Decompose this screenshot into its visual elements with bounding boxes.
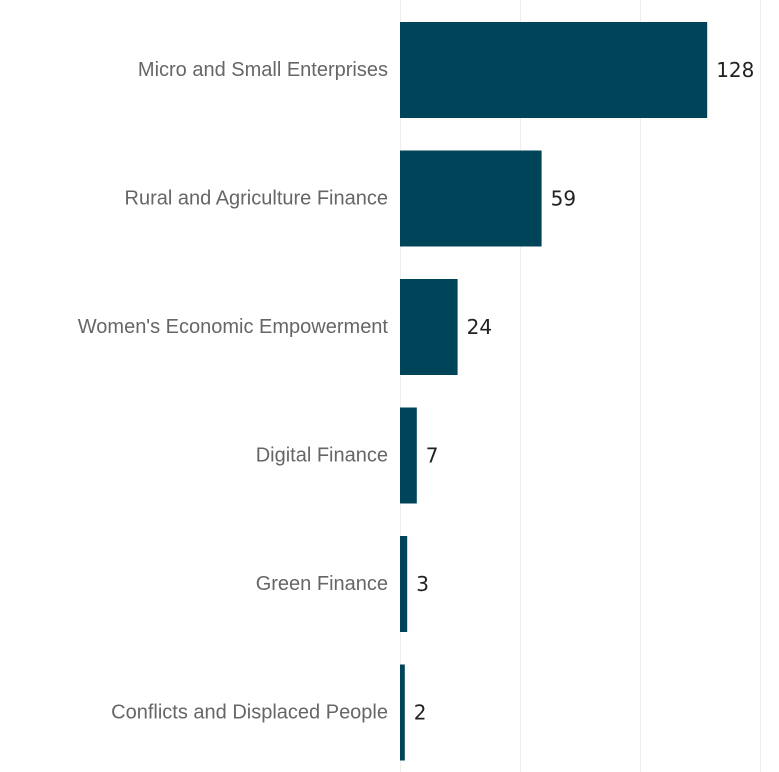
value-label-4: 3 xyxy=(416,572,429,596)
category-label-3: Digital Finance xyxy=(256,445,388,467)
gridlines xyxy=(400,0,761,772)
category-label-2: Women's Economic Empowerment xyxy=(78,316,389,338)
bar-1 xyxy=(400,150,542,247)
bar-0 xyxy=(400,22,708,118)
value-label-5: 2 xyxy=(414,701,427,725)
category-label-0: Micro and Small Enterprises xyxy=(138,59,388,81)
bars xyxy=(400,22,708,761)
bar-5 xyxy=(400,664,405,761)
category-label-5: Conflicts and Displaced People xyxy=(111,702,388,724)
category-labels: Micro and Small Enterprises Rural and Agr… xyxy=(78,59,389,724)
bar-2 xyxy=(400,279,458,375)
value-label-0: 128 xyxy=(716,58,754,82)
value-label-2: 24 xyxy=(467,315,492,339)
value-label-1: 59 xyxy=(551,187,576,211)
category-label-1: Rural and Agriculture Finance xyxy=(125,188,388,210)
bar-4 xyxy=(400,536,408,632)
bar-3 xyxy=(400,407,417,504)
category-label-4: Green Finance xyxy=(256,573,388,595)
value-labels: 128 59 24 7 3 2 xyxy=(414,58,755,725)
value-label-3: 7 xyxy=(426,444,439,468)
